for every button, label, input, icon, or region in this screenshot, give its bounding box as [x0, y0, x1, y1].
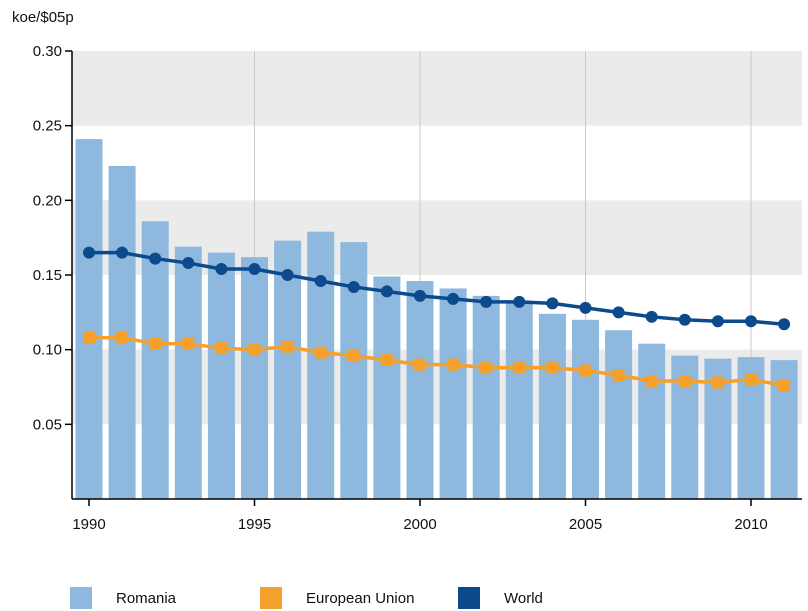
european-union-point-2003 — [513, 361, 526, 374]
world-point-1997 — [314, 274, 327, 287]
world-point-2010 — [745, 315, 757, 328]
world-point-1993 — [182, 257, 195, 270]
bar-romania-1997 — [307, 231, 335, 499]
world-point-2000 — [414, 289, 426, 302]
bar-romania-2007 — [638, 343, 666, 499]
world-point-2007 — [645, 310, 658, 323]
bar-romania-1990 — [75, 139, 103, 499]
european-union-line — [83, 331, 791, 392]
x-tick-label-2: 2000 — [403, 516, 436, 533]
world-line — [83, 246, 791, 331]
world-point-2009 — [711, 315, 724, 328]
grid-band-0 — [72, 51, 802, 126]
legend: Romania European Union World — [0, 585, 808, 611]
bar-romania-1992 — [141, 221, 169, 500]
european-union-point-1998 — [347, 349, 360, 362]
world-point-1992 — [149, 252, 162, 265]
european-union-point-2008 — [678, 375, 691, 388]
world-point-2006 — [612, 306, 625, 319]
legend-swatch-european-union — [260, 587, 282, 609]
european-union-point-2009 — [711, 376, 724, 389]
legend-item-romania: Romania — [70, 585, 176, 611]
european-union-point-1995 — [248, 343, 261, 356]
european-union-point-1996 — [281, 340, 294, 353]
bar-romania-1994 — [207, 252, 235, 499]
world-point-1990 — [83, 246, 95, 259]
bar-romania-2003 — [505, 303, 533, 499]
chart: 0.30 0.25 0.20 0.15 0.10 0.05 1990 1995 2000 200… — [12, 9, 802, 533]
legend-label-european-union: European Union — [306, 589, 415, 607]
european-union-point-1994 — [215, 342, 228, 355]
legend-label-romania: Romania — [116, 589, 177, 607]
european-union-point-2004 — [546, 361, 559, 374]
world-point-2002 — [480, 295, 493, 308]
european-union-point-1999 — [380, 354, 393, 367]
bar-romania-1996 — [274, 240, 302, 500]
european-union-point-1990 — [83, 331, 95, 344]
y-tick-label-2: 0.20 — [33, 192, 62, 209]
bar-romania-2002 — [472, 295, 500, 499]
y-tick-label-3: 0.15 — [33, 267, 62, 284]
bar-romania-2000 — [406, 280, 434, 499]
x-tick-label-3: 2005 — [569, 516, 602, 533]
world-point-2005 — [579, 301, 592, 314]
y-tick-label-0: 0.30 — [33, 43, 62, 60]
world-point-2008 — [678, 313, 691, 326]
european-union-point-2007 — [645, 375, 658, 388]
european-union-point-2000 — [414, 358, 426, 371]
european-union-point-2005 — [579, 364, 592, 377]
european-union-point-1997 — [314, 346, 327, 359]
legend-label-world: World — [504, 589, 543, 607]
bar-romania-1998 — [340, 242, 368, 499]
y-tick-label-5: 0.05 — [33, 416, 62, 433]
world-point-1996 — [281, 269, 294, 281]
legend-swatch-romania — [70, 587, 92, 609]
european-union-point-2001 — [447, 358, 460, 371]
world-point-1999 — [380, 285, 393, 298]
y-tick-labels: 0.30 0.25 0.20 0.15 0.10 0.05 — [33, 43, 72, 433]
bar-romania-2005 — [572, 319, 599, 499]
european-union-point-1991 — [116, 331, 129, 344]
y-tick-label-4: 0.10 — [33, 342, 62, 359]
european-union-path — [89, 335, 785, 388]
world-point-2001 — [447, 292, 460, 305]
european-union-point-1992 — [149, 337, 162, 350]
european-union-point-2002 — [480, 361, 493, 374]
world-point-1995 — [248, 263, 261, 276]
bar-romania-2001 — [439, 288, 467, 499]
unit-label: koe/$05p — [12, 9, 74, 26]
x-tick-label-1: 1995 — [238, 516, 271, 533]
world-point-1998 — [347, 280, 360, 293]
world-path — [89, 250, 785, 327]
bar-romania-2006 — [605, 330, 633, 499]
x-tick-label-0: 1990 — [72, 516, 105, 533]
european-union-point-1993 — [182, 337, 195, 350]
legend-swatch-world — [458, 587, 480, 609]
bar-romania-1993 — [174, 246, 202, 499]
european-union-point-2011 — [778, 379, 791, 392]
world-point-2011 — [778, 318, 791, 331]
european-union-point-2006 — [612, 369, 625, 382]
y-tick-label-1: 0.25 — [33, 118, 62, 135]
world-point-2004 — [546, 297, 559, 310]
legend-item-world: World — [458, 585, 543, 611]
bar-romania-1999 — [373, 276, 401, 499]
x-tick-labels: 1990 1995 2000 2005 2010 — [72, 499, 768, 533]
bar-romania-1995 — [241, 257, 268, 499]
world-point-2003 — [513, 295, 526, 308]
bar-romania-2004 — [538, 313, 566, 499]
world-point-1991 — [116, 246, 129, 259]
world-point-1994 — [215, 263, 228, 276]
legend-item-european-union: European Union — [260, 585, 414, 611]
european-union-point-2010 — [745, 373, 757, 386]
x-tick-label-4: 2010 — [734, 516, 767, 533]
